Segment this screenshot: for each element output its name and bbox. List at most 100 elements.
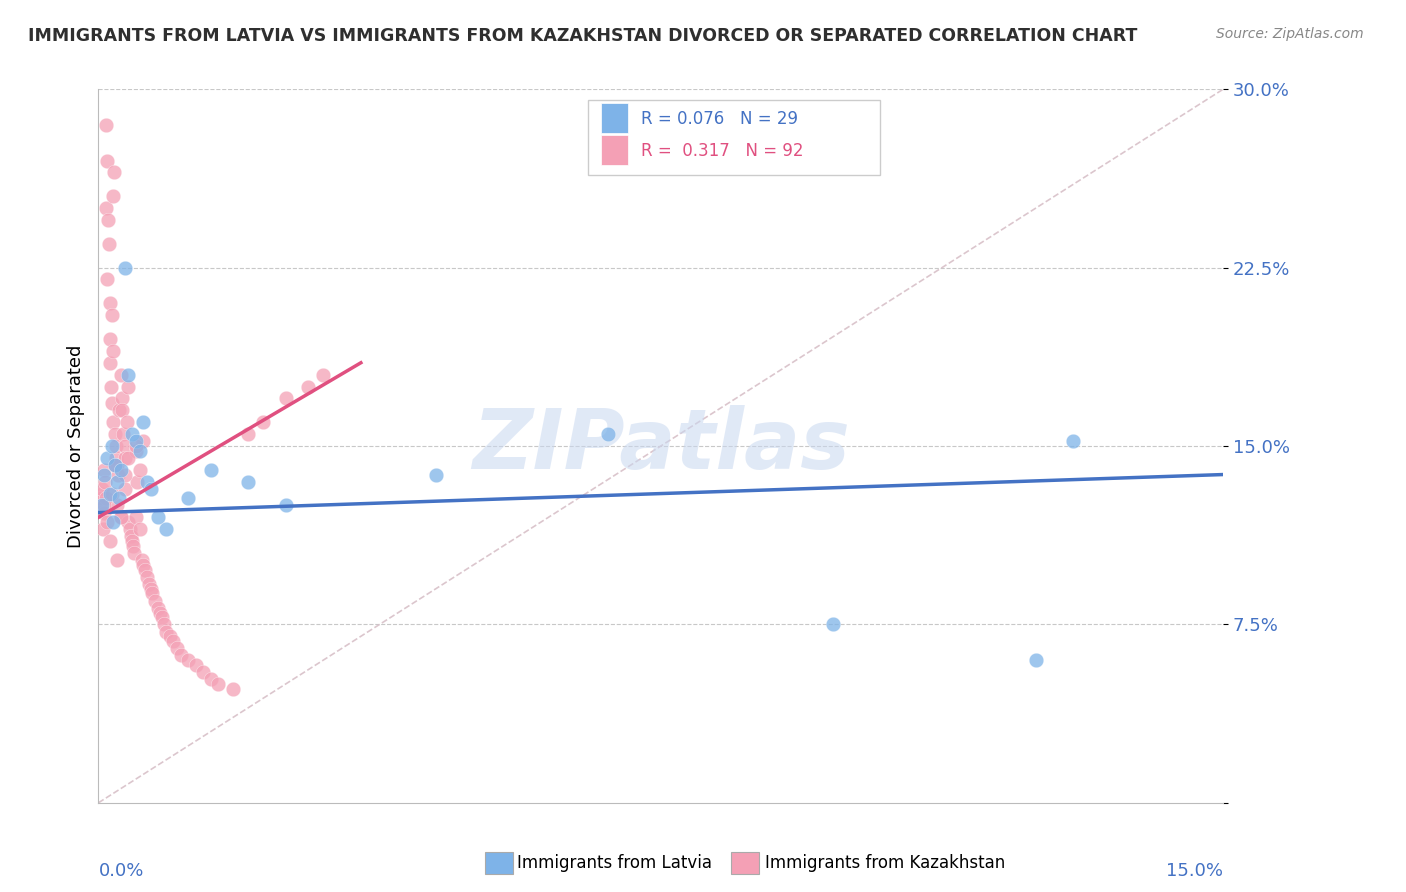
Point — [112, 427, 135, 442]
Point — [200, 672, 222, 686]
Text: R = 0.076   N = 29: R = 0.076 N = 29 — [641, 110, 797, 128]
Point — [96, 153, 118, 168]
Text: 15.0%: 15.0% — [1166, 863, 1223, 880]
Point — [155, 624, 177, 639]
Point — [103, 343, 125, 358]
Point — [98, 486, 121, 500]
Point — [108, 403, 131, 417]
Text: Immigrants from Kazakhstan: Immigrants from Kazakhstan — [765, 854, 1005, 871]
Point — [91, 522, 114, 536]
Point — [128, 522, 150, 536]
Point — [274, 392, 297, 406]
Point — [274, 499, 297, 513]
Point — [141, 586, 163, 600]
Point — [170, 648, 193, 663]
Point — [1025, 653, 1047, 667]
Point — [207, 677, 229, 691]
Point — [598, 427, 620, 442]
Point — [90, 491, 112, 506]
Point — [94, 475, 117, 489]
Point — [136, 570, 159, 584]
Point — [120, 529, 142, 543]
Point — [125, 443, 148, 458]
Point — [150, 610, 173, 624]
Point — [100, 356, 122, 370]
Point — [108, 491, 131, 506]
Point — [104, 450, 127, 465]
Point — [100, 379, 122, 393]
Point — [103, 515, 125, 529]
Point — [111, 403, 134, 417]
Point — [139, 582, 162, 596]
Point — [101, 396, 124, 410]
Point — [127, 475, 149, 489]
Point — [121, 427, 143, 442]
Point — [149, 606, 172, 620]
Point — [297, 379, 319, 393]
Point — [104, 427, 127, 442]
Point — [105, 553, 128, 567]
Point — [103, 165, 125, 179]
Text: ZIPatlas: ZIPatlas — [472, 406, 849, 486]
Point — [823, 617, 845, 632]
Point — [162, 634, 184, 648]
Point — [134, 563, 156, 577]
Point — [132, 558, 155, 572]
Text: R =  0.317   N = 92: R = 0.317 N = 92 — [641, 142, 803, 160]
Point — [93, 506, 115, 520]
Point — [105, 439, 128, 453]
Point — [104, 458, 127, 472]
Point — [103, 189, 125, 203]
Point — [114, 260, 136, 275]
Point — [114, 439, 136, 453]
Point — [125, 439, 148, 453]
Point — [110, 510, 132, 524]
Point — [128, 443, 150, 458]
Point — [143, 593, 166, 607]
Point — [148, 510, 170, 524]
Point — [107, 467, 129, 482]
Point — [105, 475, 128, 489]
Point — [110, 368, 132, 382]
Text: Source: ZipAtlas.com: Source: ZipAtlas.com — [1216, 27, 1364, 41]
Point — [117, 515, 139, 529]
Point — [91, 499, 114, 513]
Point — [98, 296, 121, 310]
Point — [110, 463, 132, 477]
Point — [153, 617, 176, 632]
Point — [98, 534, 121, 549]
Point — [238, 475, 260, 489]
Text: Immigrants from Latvia: Immigrants from Latvia — [517, 854, 713, 871]
Point — [97, 236, 120, 251]
Point — [96, 450, 118, 465]
Point — [105, 499, 128, 513]
Point — [252, 415, 274, 429]
FancyBboxPatch shape — [602, 136, 628, 165]
Point — [124, 546, 146, 560]
Point — [110, 510, 132, 524]
Point — [166, 641, 188, 656]
Point — [101, 486, 124, 500]
Point — [131, 553, 153, 567]
Point — [132, 434, 155, 449]
Text: IMMIGRANTS FROM LATVIA VS IMMIGRANTS FROM KAZAKHSTAN DIVORCED OR SEPARATED CORRE: IMMIGRANTS FROM LATVIA VS IMMIGRANTS FRO… — [28, 27, 1137, 45]
Point — [148, 600, 170, 615]
Point — [114, 482, 136, 496]
Point — [128, 463, 150, 477]
Point — [117, 379, 139, 393]
Point — [94, 201, 117, 215]
Point — [89, 499, 111, 513]
Point — [111, 392, 134, 406]
Point — [115, 415, 138, 429]
Point — [125, 434, 148, 449]
Point — [98, 332, 121, 346]
Point — [93, 467, 115, 482]
Point — [125, 510, 148, 524]
Point — [96, 272, 118, 286]
Point — [91, 482, 114, 496]
Point — [94, 491, 117, 506]
Point — [93, 499, 115, 513]
Point — [200, 463, 222, 477]
Point — [122, 539, 145, 553]
Point — [104, 458, 127, 472]
